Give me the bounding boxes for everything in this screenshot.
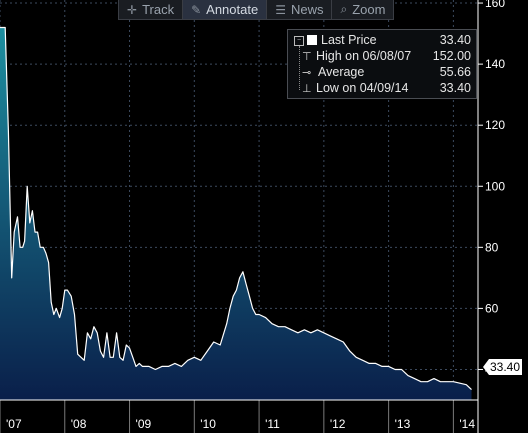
- y-tick-label: 160: [485, 0, 505, 10]
- x-tick-label: '07: [6, 417, 22, 431]
- high-marker-icon: ⊤: [302, 50, 312, 63]
- track-label: Track: [142, 2, 175, 17]
- legend-row-low: ⊥ Low on 04/09/14 33.40: [288, 80, 476, 96]
- area-layer: [0, 27, 472, 400]
- last-price-tag: 33.40: [483, 359, 523, 375]
- y-tick-label: 140: [485, 57, 505, 71]
- low-value: 33.40: [439, 81, 471, 95]
- chart-toolbar: ✛ Track ✎ Annotate ☰ News ⌕ Zoom: [118, 0, 395, 20]
- x-tick-label: '10: [200, 417, 216, 431]
- x-tick-label: '08: [71, 417, 87, 431]
- chart-legend: − Last Price 33.40 ⊤ High on 06/08/07 15…: [287, 29, 477, 99]
- magnifier-icon: ⌕: [340, 2, 348, 16]
- annotate-label: Annotate: [206, 2, 259, 17]
- news-button[interactable]: ☰ News: [267, 0, 333, 19]
- last-price-label: Last Price: [321, 33, 377, 47]
- high-label: High on 06/08/07: [316, 49, 412, 63]
- x-tick-label: '09: [136, 417, 152, 431]
- annotate-button[interactable]: ✎ Annotate: [183, 0, 268, 19]
- y-tick-label: 100: [485, 179, 505, 193]
- x-tick-label: '13: [395, 417, 411, 431]
- series-swatch-icon: [307, 35, 317, 45]
- legend-row-high: ⊤ High on 06/08/07 152.00: [288, 48, 476, 64]
- line-layer: [0, 26, 472, 391]
- low-marker-icon: ⊥: [302, 82, 312, 95]
- last-price-value: 33.40: [439, 33, 471, 47]
- zoom-label: Zoom: [352, 2, 386, 17]
- series-area: [0, 27, 472, 400]
- low-label: Low on 04/09/14: [316, 81, 409, 95]
- zoom-button[interactable]: ⌕ Zoom: [332, 0, 393, 19]
- legend-tree-line: [299, 46, 301, 90]
- x-tick-label: '14: [459, 417, 475, 431]
- last-price-tag-value: 33.40: [489, 359, 523, 375]
- y-tick-label: 120: [485, 118, 505, 132]
- high-value: 152.00: [432, 49, 471, 63]
- x-tick-label: '11: [265, 417, 280, 431]
- legend-row-average: ⊸ Average 55.66: [288, 64, 476, 80]
- average-value: 55.66: [439, 65, 471, 79]
- average-marker-icon: ⊸: [302, 66, 312, 79]
- pencil-icon: ✎: [191, 2, 202, 17]
- y-tick-label: 60: [485, 301, 499, 315]
- collapse-icon[interactable]: −: [294, 36, 304, 46]
- news-icon: ☰: [275, 2, 286, 17]
- legend-row-last-price: − Last Price 33.40: [288, 32, 476, 48]
- average-label: Average: [318, 65, 365, 79]
- track-button[interactable]: ✛ Track: [119, 0, 184, 19]
- news-label: News: [290, 2, 324, 17]
- x-tick-label: '12: [330, 417, 346, 431]
- crosshair-icon: ✛: [127, 2, 138, 17]
- series-line: [0, 26, 472, 391]
- y-tick-label: 80: [485, 240, 499, 254]
- price-tag-arrow-icon: [483, 359, 489, 375]
